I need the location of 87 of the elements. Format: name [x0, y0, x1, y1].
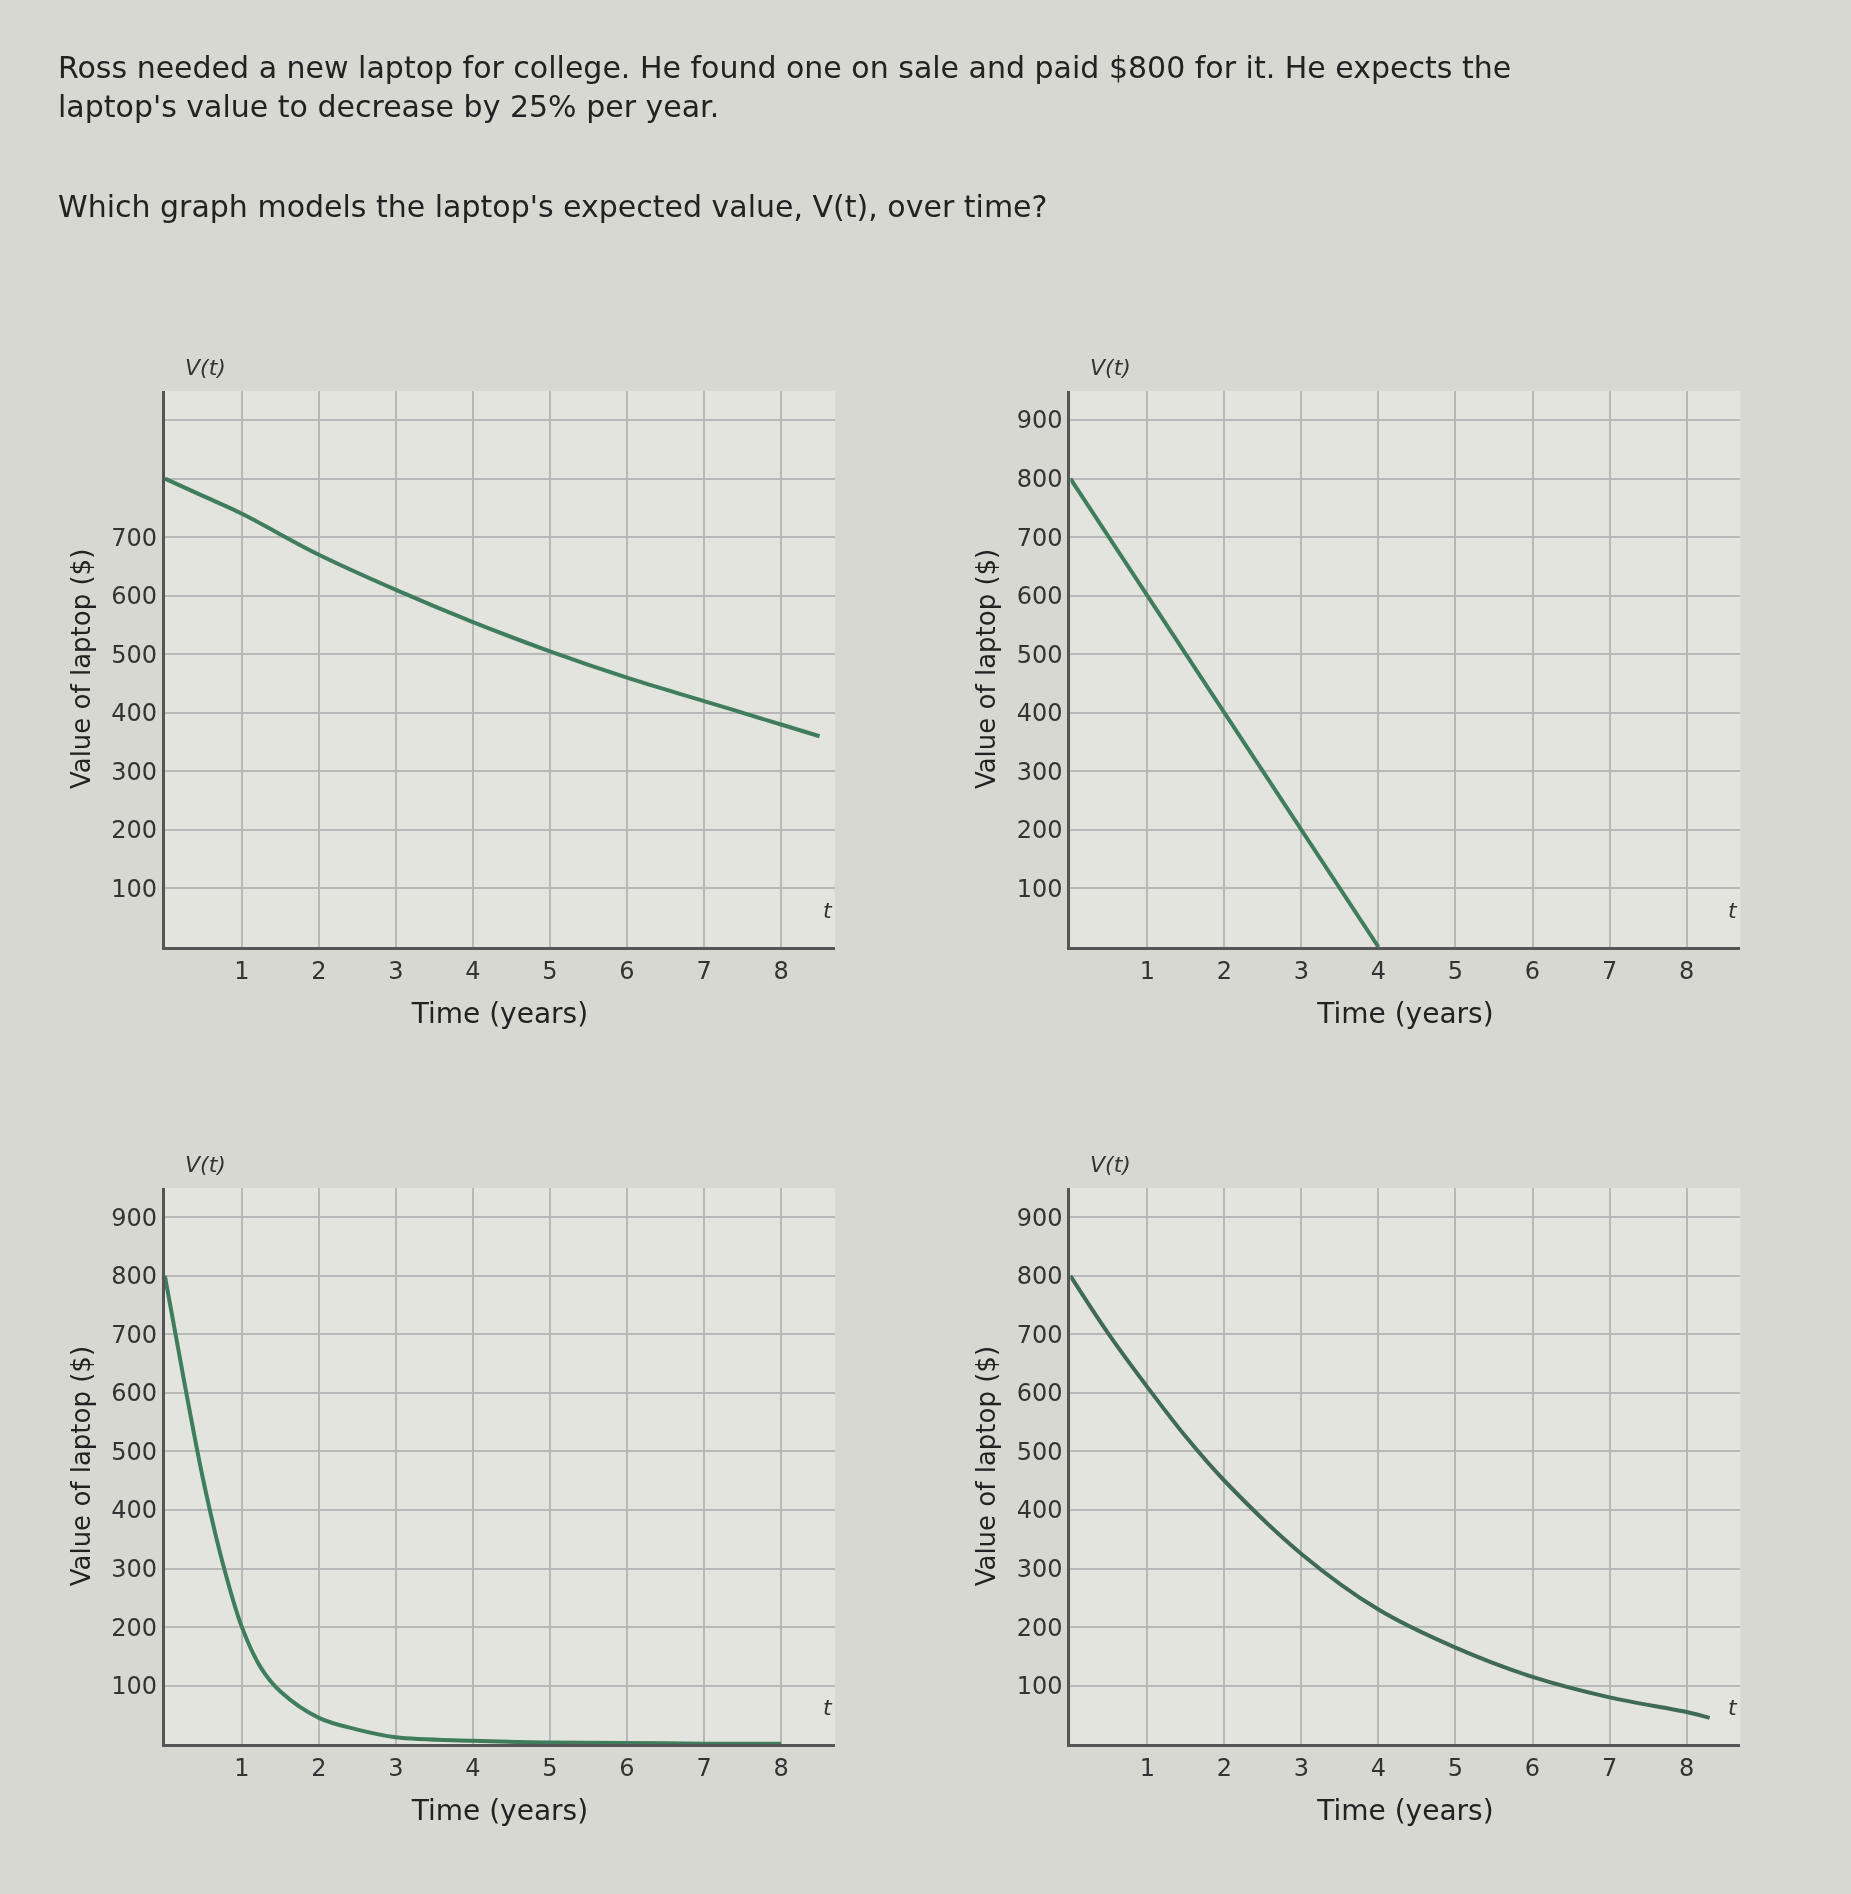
y-tick-label: 800: [1016, 465, 1063, 494]
x-tick-label: 3: [388, 956, 404, 985]
y-tick-label: 800: [111, 1262, 158, 1291]
x-tick-label: 4: [1370, 1754, 1387, 1783]
y-axis-title: Value of laptop ($): [65, 548, 96, 790]
x-tick-label: 6: [1524, 956, 1541, 985]
x-tick-label: 8: [1678, 956, 1695, 985]
y-axis-title: Value of laptop ($): [971, 1345, 1002, 1587]
y-tick-label: 700: [1016, 1320, 1063, 1349]
y-tick-label: 300: [111, 757, 158, 786]
x-tick-label: 7: [1601, 956, 1618, 985]
x-tick-label: 5: [1447, 1754, 1464, 1783]
x-tick-label: 2: [311, 956, 327, 985]
annotation: t: [1728, 1695, 1738, 1720]
y-tick-label: 900: [1016, 406, 1063, 435]
y-tick-label: 400: [111, 1496, 158, 1525]
y-tick-label: 500: [111, 640, 158, 669]
y-tick-label: 700: [111, 523, 158, 552]
x-tick-label: 8: [1678, 1754, 1695, 1783]
x-axis-title: Time (years): [1316, 996, 1494, 1030]
y-tick-label: 600: [1016, 1379, 1063, 1408]
y-axis-title: Value of laptop ($): [971, 548, 1002, 790]
x-tick-label: 8: [773, 1754, 789, 1783]
y-tick-label: 300: [111, 1554, 158, 1583]
x-tick-label: 1: [234, 956, 250, 985]
x-tick-label: 8: [773, 956, 789, 985]
y-tick-label: 700: [111, 1320, 158, 1349]
annotation: t: [823, 898, 833, 923]
y-tick-label: 500: [1016, 1437, 1063, 1466]
x-tick-label: 2: [1216, 1754, 1233, 1783]
annotation: t: [823, 1695, 833, 1720]
x-tick-label: 7: [1601, 1754, 1618, 1783]
x-tick-label: 3: [1293, 956, 1310, 985]
y-tick-label: 700: [1016, 523, 1063, 552]
y-axis-title: Value of laptop ($): [65, 1345, 96, 1587]
x-tick-label: 5: [1447, 956, 1464, 985]
x-tick-label: 3: [388, 1754, 404, 1783]
chart-subtitle: Which graph models the laptop's expected value, V(t), over time?: [58, 189, 1048, 224]
x-tick-label: 2: [311, 1754, 327, 1783]
y-tick-label: 500: [1016, 640, 1063, 669]
x-tick-label: 5: [542, 956, 558, 985]
y-tick-label: 200: [111, 816, 158, 845]
y-tick-label: 100: [111, 1672, 158, 1701]
x-tick-label: 7: [696, 956, 712, 985]
annotation: t: [1728, 898, 1738, 923]
y-tick-label: 800: [1016, 1262, 1063, 1291]
y-tick-label: 100: [1016, 874, 1063, 903]
y-tick-label: 600: [111, 1379, 158, 1408]
x-tick-label: 6: [619, 956, 635, 985]
y-tick-label: 400: [1016, 1496, 1063, 1525]
text: V(t): [1090, 355, 1131, 380]
text: V(t): [185, 355, 226, 380]
x-tick-label: 4: [465, 956, 481, 985]
y-tick-label: 400: [111, 699, 158, 728]
x-tick-label: 3: [1293, 1754, 1310, 1783]
x-tick-label: 1: [1139, 1754, 1156, 1783]
y-tick-label: 200: [1016, 1613, 1063, 1642]
x-axis-title: Time (years): [410, 996, 589, 1030]
x-tick-label: 1: [1139, 956, 1156, 985]
y-tick-label: 400: [1016, 699, 1063, 728]
text: V(t): [185, 1152, 226, 1177]
x-tick-label: 7: [696, 1754, 712, 1783]
y-tick-label: 300: [1016, 757, 1063, 786]
y-tick-label: 100: [111, 874, 158, 903]
chart-title: Ross needed a new laptop for college. He found one on sale and paid $800 for it. He expects the laptop's value to decrease by 25% per year.: [58, 50, 1512, 124]
y-tick-label: 900: [111, 1203, 158, 1232]
x-axis-title: Time (years): [410, 1794, 589, 1828]
y-tick-label: 600: [111, 582, 158, 611]
x-tick-label: 6: [1524, 1754, 1541, 1783]
text: V(t): [1090, 1152, 1131, 1177]
y-tick-label: 200: [111, 1613, 158, 1642]
x-axis-title: Time (years): [1316, 1794, 1494, 1828]
x-tick-label: 4: [465, 1754, 481, 1783]
x-tick-label: 2: [1216, 956, 1233, 985]
y-tick-label: 100: [1016, 1672, 1063, 1701]
x-tick-label: 6: [619, 1754, 635, 1783]
y-tick-label: 600: [1016, 582, 1063, 611]
line-series: [164, 476, 822, 739]
y-tick-label: 300: [1016, 1554, 1063, 1583]
x-tick-label: 5: [542, 1754, 558, 1783]
line-series: [1070, 1273, 1712, 1720]
y-tick-label: 900: [1016, 1203, 1063, 1232]
line-series: [164, 1273, 784, 1745]
y-tick-label: 500: [111, 1437, 158, 1466]
y-tick-label: 200: [1016, 816, 1063, 845]
x-tick-label: 4: [1370, 956, 1387, 985]
x-tick-label: 1: [234, 1754, 250, 1783]
